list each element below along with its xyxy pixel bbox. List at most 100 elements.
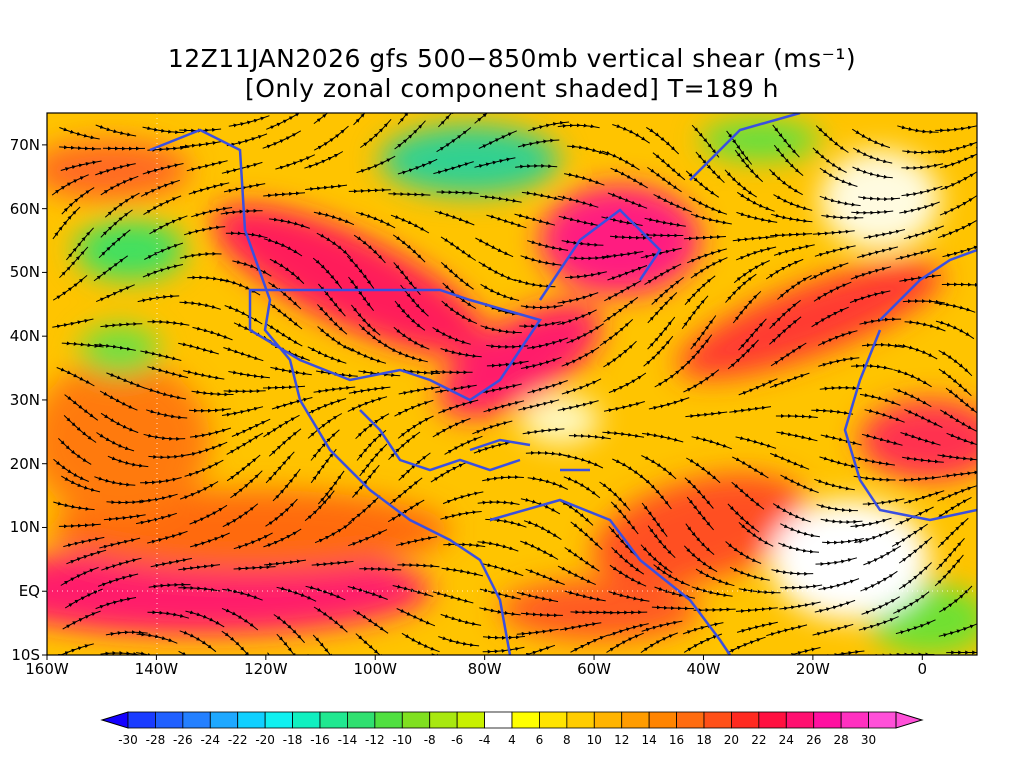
streamline [769, 372, 810, 388]
streamline [734, 149, 764, 183]
streamline [397, 113, 421, 125]
europe-coast [879, 248, 977, 321]
streamline [608, 372, 647, 394]
x-axis-label: 40W [686, 660, 721, 678]
streamline [681, 295, 709, 330]
streamline [316, 232, 352, 258]
streamline [183, 369, 225, 380]
streamline [817, 330, 858, 346]
streamline [654, 361, 689, 388]
streamline [59, 127, 100, 140]
streamline [516, 591, 559, 603]
streamline [819, 195, 861, 207]
streamline [440, 510, 482, 520]
streamline [143, 195, 182, 216]
streamline [784, 647, 821, 655]
streamline [347, 585, 388, 600]
streamline [189, 427, 232, 439]
streamline [60, 160, 102, 171]
streamline [106, 372, 146, 389]
colorbar-label: -28 [145, 733, 166, 747]
streamline [95, 597, 137, 610]
streamline [893, 388, 932, 408]
colorbar-cell [703, 711, 732, 729]
streamline [557, 123, 600, 129]
map-title-line1: 12Z11JAN2026 gfs 500−850mb vertical shea… [167, 44, 857, 73]
streamline [898, 562, 932, 590]
streamline [188, 407, 231, 413]
streamline [683, 369, 720, 393]
streamline [899, 201, 940, 215]
streamline [902, 149, 945, 155]
streamline [682, 622, 724, 635]
streamline [557, 195, 599, 208]
streamline [895, 619, 936, 635]
streamline [520, 356, 562, 370]
streamline [183, 225, 226, 236]
streamline [136, 493, 178, 504]
streamline [898, 536, 933, 564]
streamline [317, 326, 353, 352]
x-axis-label: 80W [467, 660, 502, 678]
streamline [59, 246, 89, 279]
streamline [179, 141, 222, 149]
x-axis-label: 0 [917, 660, 928, 678]
streamline [770, 342, 807, 367]
streamline [52, 318, 94, 329]
streamline [604, 280, 642, 302]
colorbar-cell [155, 711, 184, 729]
streamline [143, 433, 186, 441]
colorbar-label: -8 [423, 733, 436, 747]
streamline [306, 398, 347, 415]
streamline [356, 155, 396, 174]
streamline [570, 634, 609, 653]
streamline [142, 264, 184, 278]
colorbar-cell [127, 711, 156, 729]
streamline [312, 634, 338, 655]
streamline [818, 356, 860, 367]
streamline [527, 337, 568, 350]
streamline [472, 420, 513, 435]
streamline [444, 435, 483, 455]
streamline [149, 215, 188, 235]
streamline [897, 343, 938, 360]
streamline [390, 214, 430, 234]
streamline [105, 630, 148, 636]
colorbar-label: -12 [365, 733, 385, 747]
streamline [609, 234, 652, 240]
streamline [935, 496, 972, 520]
streamline [640, 247, 682, 259]
streamlines [51, 113, 977, 655]
streamline [695, 568, 735, 587]
streamline [732, 235, 775, 243]
streamline [401, 632, 440, 653]
streamline [95, 124, 137, 137]
streamline [519, 644, 556, 655]
streamline [178, 563, 221, 572]
streamline [436, 127, 472, 153]
streamline [482, 635, 526, 640]
streamline [432, 591, 474, 604]
streamline [559, 499, 594, 526]
colorbar-cell [731, 711, 760, 729]
streamline [811, 408, 854, 415]
streamline [433, 161, 474, 175]
streamline [563, 476, 601, 499]
streamline [652, 152, 686, 181]
streamline [96, 432, 135, 452]
colorbar-label: 22 [751, 733, 767, 747]
streamline [389, 477, 423, 505]
streamline [486, 360, 529, 368]
streamline [58, 438, 92, 465]
streamline [653, 564, 690, 587]
colorbar-cell [182, 711, 211, 729]
streamline [482, 646, 525, 654]
streamline [184, 459, 224, 477]
streamline [438, 399, 479, 414]
colorbar-cell [456, 711, 485, 729]
streamline [777, 275, 812, 300]
streamline [179, 251, 222, 259]
axis-ticks [42, 144, 923, 660]
streamline [937, 220, 977, 239]
